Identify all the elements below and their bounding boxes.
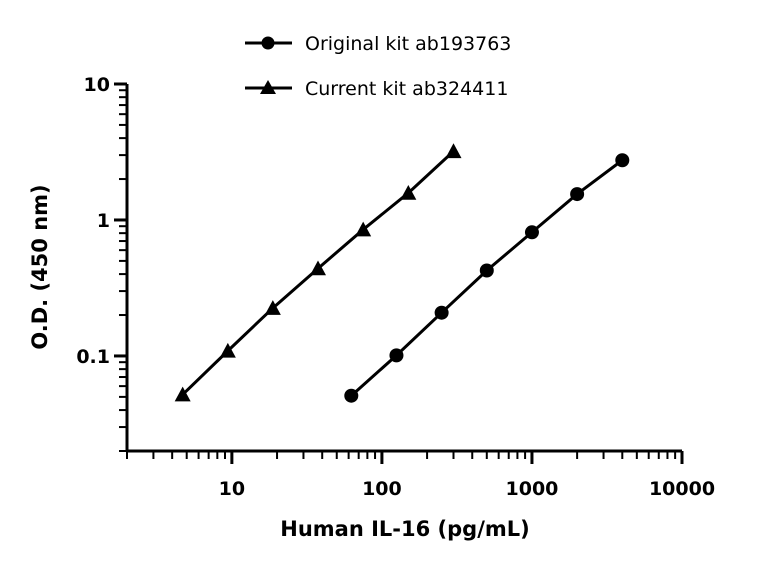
data-point-circle (570, 187, 585, 202)
data-point-circle (344, 388, 359, 403)
y-axis-title: O.D. (450 nm) (28, 184, 52, 349)
x-tick-label: 10000 (649, 478, 715, 500)
y-ticks: 0.1 1 10 (76, 74, 127, 452)
data-point-circle (434, 305, 449, 320)
y-tick-label: 0.1 (76, 346, 110, 368)
data-point-circle (615, 153, 630, 168)
data-point-triangle (174, 386, 191, 402)
x-tick-label: 1000 (506, 478, 559, 500)
series-triangle (174, 143, 462, 402)
data-point-circle (389, 348, 404, 363)
x-ticks: 10 100 1000 10000 (126, 451, 715, 500)
legend-triangle-marker (260, 80, 276, 94)
data-point-circle (524, 225, 539, 240)
data-point-triangle (355, 221, 372, 237)
series-layer (174, 143, 630, 403)
data-point-triangle (400, 184, 417, 200)
axes: 10 100 1000 10000 0.1 1 10 (76, 74, 715, 500)
data-point-triangle (219, 342, 236, 358)
legend-label-current: Current kit ab324411 (305, 78, 508, 100)
y-tick-label: 10 (84, 74, 110, 96)
data-point-triangle (310, 260, 327, 276)
x-tick-label: 10 (219, 478, 245, 500)
x-tick-label: 100 (362, 478, 402, 500)
data-point-triangle (445, 143, 462, 159)
data-point-circle (479, 263, 494, 278)
series-circle (344, 153, 630, 403)
legend-label-original: Original kit ab193763 (305, 33, 511, 55)
legend: Original kit ab193763 Current kit ab3244… (245, 33, 511, 100)
y-tick-label: 1 (97, 210, 110, 232)
x-axis-title: Human IL-16 (pg/mL) (280, 517, 529, 541)
data-point-triangle (264, 300, 281, 315)
legend-circle-marker (261, 36, 275, 50)
